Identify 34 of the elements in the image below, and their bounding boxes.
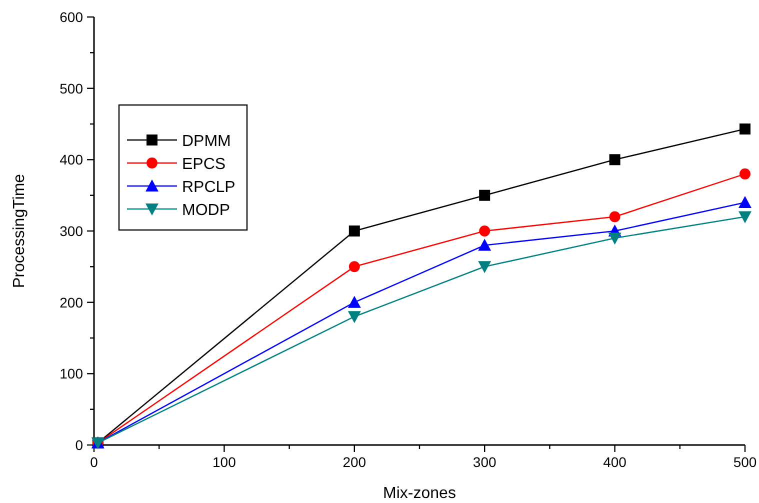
point xyxy=(609,154,620,166)
point xyxy=(348,311,361,324)
y-tick-label: 100 xyxy=(60,366,84,382)
legend-label: EPCS xyxy=(182,156,226,173)
y-tick-label: 300 xyxy=(60,223,84,239)
point xyxy=(348,261,360,272)
legend-label: DPMM xyxy=(182,133,231,150)
point xyxy=(479,226,490,236)
y-tick-label: 0 xyxy=(75,437,84,453)
point xyxy=(478,261,492,274)
x-tick-label: 200 xyxy=(342,454,366,470)
x-tick-label: 300 xyxy=(472,454,496,470)
point xyxy=(608,232,622,245)
point xyxy=(479,190,490,201)
x-tick-label: 400 xyxy=(603,454,627,470)
point xyxy=(740,123,750,134)
point xyxy=(738,211,752,224)
point xyxy=(348,296,361,308)
x-tick-label: 0 xyxy=(90,454,98,470)
y-tick-label: 400 xyxy=(60,152,84,168)
x-tick-label: 500 xyxy=(733,454,757,470)
x-axis-title: Mix-zones xyxy=(383,485,456,502)
point xyxy=(348,226,360,236)
point xyxy=(738,196,752,208)
y-tick-label: 200 xyxy=(60,294,84,310)
y-tick-label: 500 xyxy=(60,80,84,96)
point xyxy=(609,211,620,222)
legend-label: MODP xyxy=(182,202,230,219)
point xyxy=(478,238,492,251)
point xyxy=(740,168,750,180)
x-tick-label: 100 xyxy=(212,454,236,470)
y-axis-title: ProcessingTime xyxy=(11,174,28,288)
legend-label: RPCLP xyxy=(182,179,236,196)
y-tick-label: 600 xyxy=(60,9,84,25)
